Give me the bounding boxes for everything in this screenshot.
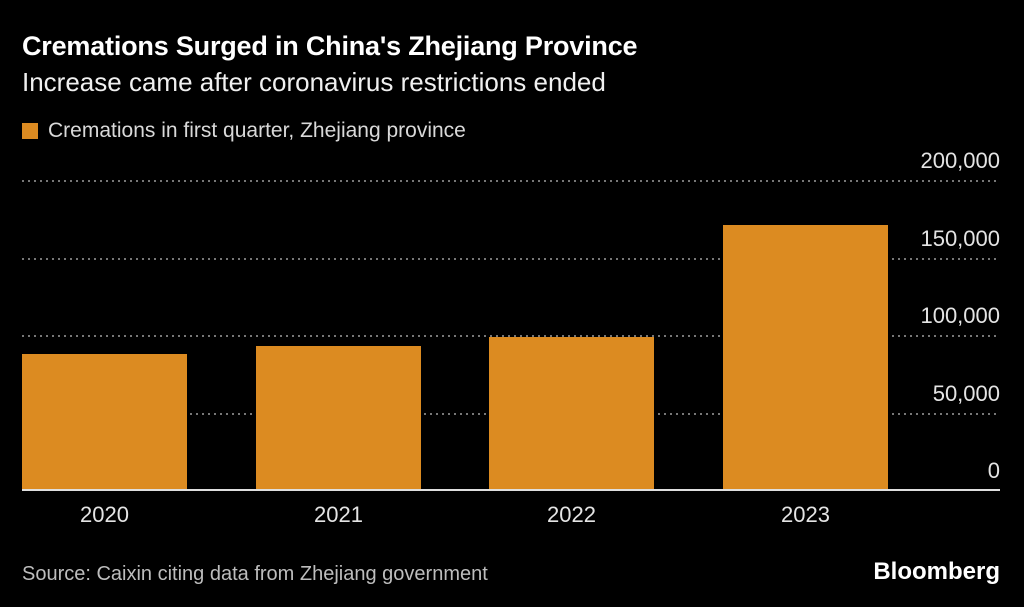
bar-2023 <box>723 225 888 490</box>
gridline-100000 <box>22 335 1000 337</box>
legend-swatch-icon <box>22 123 38 139</box>
legend: Cremations in first quarter, Zhejiang pr… <box>22 119 466 143</box>
y-tick-label-200000: 200,000 <box>920 148 1000 173</box>
x-axis-label-2020: 2020 <box>80 502 129 527</box>
chart-title: Cremations Surged in China's Zhejiang Pr… <box>22 31 638 61</box>
legend-label: Cremations in first quarter, Zhejiang pr… <box>48 119 466 142</box>
x-axis-label-2021: 2021 <box>314 502 363 527</box>
y-tick-label-150000: 150,000 <box>920 226 1000 251</box>
gridline-150000 <box>22 258 1000 260</box>
chart-subtitle: Increase came after coronavirus restrict… <box>22 67 606 97</box>
x-axis-label-2023: 2023 <box>781 502 830 527</box>
x-axis-baseline <box>22 489 1000 491</box>
bar-2021 <box>256 346 421 490</box>
y-tick-label-50000: 50,000 <box>932 381 1000 406</box>
y-tick-label-100000: 100,000 <box>920 303 1000 328</box>
x-axis-label-2022: 2022 <box>547 502 596 527</box>
y-tick-label-0: 0 <box>987 458 1000 483</box>
bloomberg-logo: Bloomberg <box>873 558 1000 585</box>
gridline-200000 <box>22 180 1000 182</box>
source-note: Source: Caixin citing data from Zhejiang… <box>22 563 488 585</box>
bar-2022 <box>489 337 654 490</box>
bar-2020 <box>22 354 187 490</box>
